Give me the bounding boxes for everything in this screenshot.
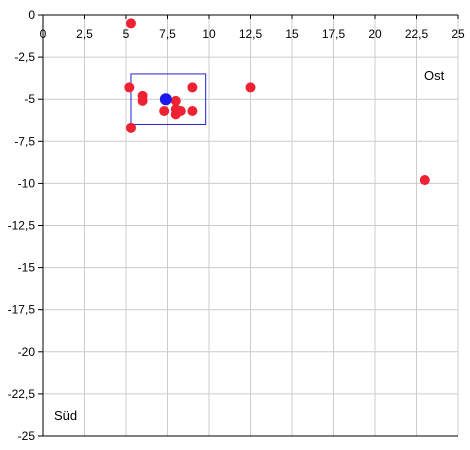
data-point xyxy=(124,82,135,93)
y-tick-label: -25 xyxy=(18,429,36,443)
tick-labels: 0 2,5 5 7,5 10 12,5 15 17,5 20 22,5 25 0 -2,5 -5 -7,5 -… xyxy=(8,8,465,443)
east-label: Ost xyxy=(424,68,445,83)
corner-labels: Ost Süd xyxy=(54,68,445,423)
y-tick-label: 0 xyxy=(28,8,35,22)
centroid-point xyxy=(159,93,172,106)
y-tick-label: -20 xyxy=(18,345,36,359)
data-point xyxy=(137,95,148,106)
data-point xyxy=(245,82,256,93)
x-tick-label: 7,5 xyxy=(159,27,176,41)
bounding-box xyxy=(130,73,207,125)
data-point xyxy=(419,175,430,186)
data-point xyxy=(170,95,181,106)
x-tick-label: 10 xyxy=(202,27,216,41)
x-tick-label: 2,5 xyxy=(76,27,93,41)
y-tick-label: -5 xyxy=(24,92,35,106)
y-tick-label: -12,5 xyxy=(8,219,36,233)
x-tick-label: 5 xyxy=(123,27,130,41)
data-point xyxy=(187,82,198,93)
y-tick-label: -17,5 xyxy=(8,303,36,317)
y-tick-label: -15 xyxy=(18,261,36,275)
data-point xyxy=(125,122,136,133)
data-point xyxy=(125,18,136,29)
data-point xyxy=(175,105,186,116)
x-tick-label: 25 xyxy=(451,27,465,41)
y-tick-label: -7,5 xyxy=(14,134,35,148)
x-tick-label: 20 xyxy=(368,27,382,41)
x-tick-label: 15 xyxy=(285,27,299,41)
south-label: Süd xyxy=(54,408,77,423)
y-tick-label: -22,5 xyxy=(8,387,36,401)
x-tick-label: 0 xyxy=(40,27,47,41)
data-point xyxy=(187,105,198,116)
x-tick-label: 17,5 xyxy=(322,27,346,41)
data-points xyxy=(124,18,430,186)
data-point xyxy=(159,105,170,116)
x-tick-label: 22,5 xyxy=(405,27,429,41)
grid-lines xyxy=(43,15,459,436)
y-tick-label: -10 xyxy=(18,176,36,190)
x-tick-label: 12,5 xyxy=(239,27,263,41)
cluster-box xyxy=(130,73,207,125)
y-tick-label: -2,5 xyxy=(14,50,35,64)
axes xyxy=(38,14,459,437)
